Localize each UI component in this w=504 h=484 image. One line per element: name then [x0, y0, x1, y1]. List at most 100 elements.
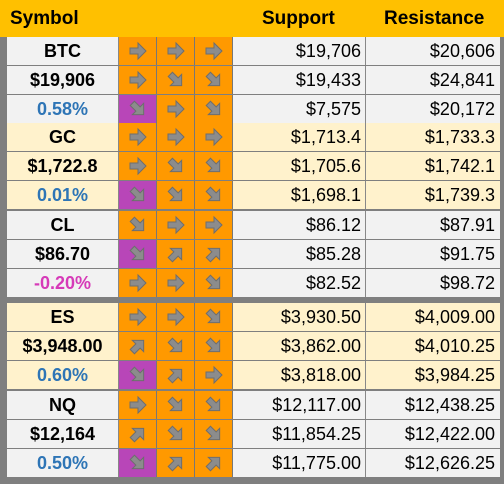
trend-cell — [195, 303, 233, 331]
trend-cell — [195, 211, 233, 239]
trend-cell — [195, 449, 233, 477]
arrow-down-icon — [203, 69, 225, 91]
symbol-header: Symbol — [10, 8, 79, 29]
arrow-down-icon — [203, 423, 225, 445]
arrow-right-icon — [165, 214, 187, 236]
arrow-right-icon — [127, 69, 149, 91]
symbol-price: $12,164 — [7, 420, 119, 448]
arrow-down-icon — [165, 394, 187, 416]
arrow-down-icon — [165, 423, 187, 445]
trend-cell — [195, 66, 233, 94]
arrow-right-icon — [127, 126, 149, 148]
table-row: -0.20% $82.52 $98.72 — [7, 269, 500, 297]
arrow-right-icon — [203, 40, 225, 62]
arrow-down-icon — [203, 272, 225, 294]
arrow-down-icon — [165, 184, 187, 206]
trend-cell — [195, 269, 233, 297]
support-value: $86.12 — [233, 211, 366, 239]
arrow-right-icon — [165, 272, 187, 294]
resistance-value: $12,438.25 — [404, 395, 495, 415]
symbol-name: ES — [7, 303, 119, 331]
symbol-change: 0.50% — [7, 449, 119, 477]
trend-cell — [119, 332, 157, 360]
resistance-value: $4,010.25 — [414, 336, 495, 356]
table-row: $1,722.8 $1,705.6 $1,742.1 — [7, 152, 500, 180]
arrow-right-icon — [127, 40, 149, 62]
resistance-value: $24,841 — [429, 70, 495, 90]
trend-cell — [119, 123, 157, 151]
support-value: $11,854.25 — [233, 420, 366, 448]
trend-cell — [157, 37, 195, 65]
trend-cell — [157, 66, 195, 94]
trend-cell — [157, 181, 195, 209]
resistance-value: $87.91 — [439, 215, 495, 235]
symbol-name: GC — [7, 123, 119, 151]
trend-cell — [119, 420, 157, 448]
trend-cell — [195, 361, 233, 389]
resistance-value: $98.72 — [439, 273, 495, 293]
trend-cell — [157, 303, 195, 331]
trend-cell — [119, 211, 157, 239]
resistance-value: $12,422.00 — [404, 424, 495, 444]
symbol-block: GC $1,713.4 $1,733.3 $1,722.8 $1,705.6 $1,742… — [7, 123, 500, 209]
trend-cell — [157, 361, 195, 389]
trend-cell — [119, 303, 157, 331]
table-row: BTC $19,706 $20,606 — [7, 37, 500, 65]
symbol-price: $19,906 — [7, 66, 119, 94]
trend-cell — [195, 95, 233, 123]
arrow-down-icon — [203, 335, 225, 357]
resistance-value: $1,739.3 — [424, 185, 495, 205]
support-value: $82.52 — [233, 269, 366, 297]
symbol-change: 0.01% — [7, 181, 119, 209]
symbol-change: 0.58% — [7, 95, 119, 123]
trend-cell — [119, 152, 157, 180]
resistance-value: $20,172 — [429, 99, 495, 119]
trend-cell — [195, 123, 233, 151]
table-row: 0.01% $1,698.1 $1,739.3 — [7, 181, 500, 209]
trend-cell — [119, 181, 157, 209]
resistance-value: $1,733.3 — [424, 127, 495, 147]
arrow-down-icon — [165, 335, 187, 357]
table-row: $12,164 $11,854.25 $12,422.00 — [7, 420, 500, 448]
trend-cell — [157, 211, 195, 239]
arrow-up-icon — [165, 452, 187, 474]
table-row: 0.60% $3,818.00 $3,984.25 — [7, 361, 500, 389]
arrow-right-icon — [203, 214, 225, 236]
support-value: $7,575 — [233, 95, 366, 123]
trend-cell — [195, 332, 233, 360]
arrow-down-icon — [165, 69, 187, 91]
trend-cell — [157, 240, 195, 268]
support-header: Support — [262, 8, 335, 29]
resistance-value: $20,606 — [429, 41, 495, 61]
trend-cell — [195, 420, 233, 448]
table-row: 0.58% $7,575 $20,172 — [7, 95, 500, 123]
trend-cell — [157, 269, 195, 297]
table-row: $3,948.00 $3,862.00 $4,010.25 — [7, 332, 500, 360]
trend-cell — [119, 95, 157, 123]
symbol-change: -0.20% — [7, 269, 119, 297]
symbol-block: ES $3,930.50 $4,009.00 $3,948.00 $3,862.00 $4… — [7, 303, 500, 389]
support-value: $19,706 — [233, 37, 366, 65]
symbol-name: CL — [7, 211, 119, 239]
trend-cell — [157, 152, 195, 180]
resistance-value: $12,626.25 — [404, 453, 495, 473]
support-value: $3,818.00 — [233, 361, 366, 389]
arrow-right-icon — [127, 306, 149, 328]
trend-cell — [195, 37, 233, 65]
arrow-right-icon — [165, 40, 187, 62]
symbol-price: $86.70 — [7, 240, 119, 268]
trend-cell — [119, 66, 157, 94]
support-value: $3,930.50 — [233, 303, 366, 331]
arrow-down-icon — [203, 155, 225, 177]
arrow-right-icon — [165, 98, 187, 120]
table-row: $19,906 $19,433 $24,841 — [7, 66, 500, 94]
arrow-up-icon — [203, 452, 225, 474]
arrow-right-icon — [127, 394, 149, 416]
arrow-right-icon — [127, 272, 149, 294]
trend-cell — [119, 449, 157, 477]
resistance-value: $91.75 — [439, 244, 495, 264]
trend-cell — [119, 37, 157, 65]
table-row: NQ $12,117.00 $12,438.25 — [7, 391, 500, 419]
support-value: $12,117.00 — [233, 391, 366, 419]
